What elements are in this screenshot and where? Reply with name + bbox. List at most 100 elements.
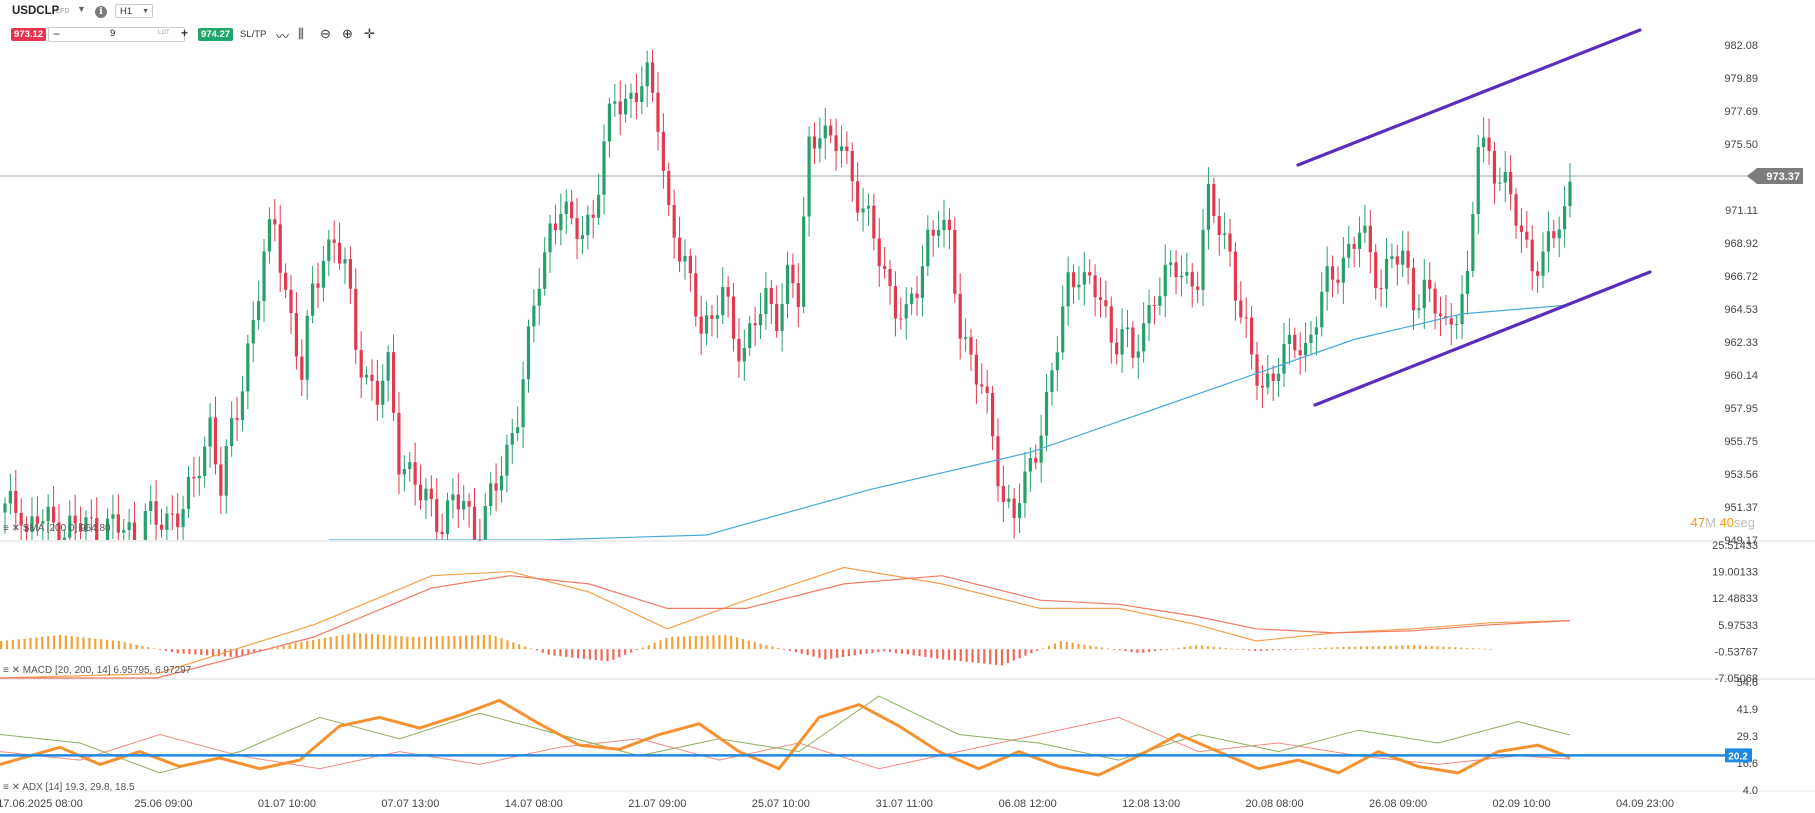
zoom-in-icon[interactable]: ⊕ <box>342 26 353 41</box>
candle-body <box>445 500 450 535</box>
volume-decrease-button[interactable]: − <box>53 27 61 41</box>
candle-body <box>1433 288 1437 314</box>
candle-body <box>850 151 854 182</box>
candle-body <box>294 313 299 357</box>
candle-body <box>413 462 417 485</box>
candle-body <box>68 515 72 538</box>
candle-body <box>499 475 504 491</box>
time-tick-label: 07.07 13:00 <box>381 798 439 810</box>
candle-body <box>1352 243 1356 249</box>
macd-histogram-bar <box>1330 647 1333 650</box>
candle-body <box>1476 147 1480 215</box>
macd-histogram-bar <box>1095 646 1098 650</box>
candle-body <box>575 218 579 240</box>
macd-histogram-bar <box>129 643 132 650</box>
macd-histogram-bar <box>1271 649 1274 651</box>
volume-field[interactable] <box>48 27 185 42</box>
sell-price-button[interactable]: 973.12 <box>11 28 47 41</box>
macd-tick-label: 25.51433 <box>1712 540 1758 552</box>
candle-body <box>677 237 682 262</box>
macd-histogram-bar <box>706 635 709 650</box>
info-icon[interactable]: i <box>95 6 107 18</box>
macd-histogram-bar <box>235 649 238 658</box>
macd-histogram-bar <box>1195 645 1198 650</box>
macd-histogram-bar <box>1371 646 1374 650</box>
sma-line <box>328 304 1571 540</box>
candle-body <box>327 239 331 261</box>
macd-histogram-bar <box>724 634 727 650</box>
macd-histogram-bar <box>1148 649 1151 652</box>
price-tick-label: 953.56 <box>1724 469 1758 481</box>
line-chart-icon[interactable]: 〰 <box>276 29 290 44</box>
macd-histogram-bar <box>765 645 768 650</box>
macd-histogram-bar <box>741 638 745 650</box>
macd-histogram-bar <box>1471 648 1475 650</box>
timeframe-select[interactable]: H1 ▼ <box>115 4 153 18</box>
macd-histogram-bar <box>206 649 209 656</box>
macd-histogram-bar <box>1312 648 1316 650</box>
candle-body <box>1120 329 1124 355</box>
macd-histogram-bar <box>153 648 156 650</box>
adx-legend[interactable]: ≡ ✕ ADX [14] 19.3, 29.8, 18.5 <box>3 782 135 793</box>
macd-histogram-bar <box>306 641 309 650</box>
candle-body <box>742 347 746 362</box>
candle-body <box>159 524 164 530</box>
macd-histogram-bar <box>58 634 62 650</box>
macd-histogram-bar <box>529 648 533 650</box>
macd-histogram-bar <box>412 636 415 650</box>
macd-histogram-bar <box>794 649 798 653</box>
candle-body <box>1266 373 1270 388</box>
candle-body <box>570 201 574 219</box>
macd-histogram-bar <box>1254 649 1257 652</box>
candle-body <box>1082 272 1086 285</box>
symbol-label[interactable]: USDCLP <box>12 5 60 17</box>
macd-histogram-bar <box>1430 646 1433 650</box>
macd-histogram-bar <box>1318 647 1321 650</box>
candle-body <box>1223 233 1227 235</box>
macd-histogram-bar <box>1465 647 1469 650</box>
macd-histogram-bar <box>288 644 291 650</box>
volume-value[interactable]: 9 <box>110 28 116 39</box>
price-tick-label: 955.75 <box>1724 436 1758 448</box>
macd-histogram-bar <box>276 647 279 650</box>
macd-histogram-bar <box>735 637 739 650</box>
buy-price-button[interactable]: 974.27 <box>198 28 234 41</box>
sltp-button[interactable]: SL/TP <box>240 29 267 40</box>
candle-body <box>1557 229 1561 239</box>
macd-histogram-bar <box>500 638 503 650</box>
candle-body <box>440 531 444 535</box>
macd-legend[interactable]: ≡ ✕ MACD [20, 200, 14] 6.95795, 6.97297 <box>3 665 192 676</box>
volume-increase-button[interactable]: + <box>181 26 189 40</box>
macd-histogram-bar <box>959 649 962 662</box>
candle-body <box>1320 291 1324 328</box>
macd-histogram-bar <box>82 637 85 650</box>
candle-body <box>267 219 272 252</box>
candle-body <box>1287 334 1291 345</box>
zoom-out-icon[interactable]: ⊖ <box>320 26 331 41</box>
macd-histogram-bar <box>830 649 833 659</box>
candle-body <box>1406 250 1410 268</box>
macd-histogram-bar <box>788 649 792 651</box>
candle-body <box>78 523 83 532</box>
sma-legend[interactable]: ≡ ✕ SMA [200 0] 964.80 <box>3 523 111 534</box>
macd-histogram-bar <box>1489 649 1492 650</box>
sma-label: SMA [200 0] 964.80 <box>22 523 111 534</box>
current-price-tag <box>1747 168 1803 185</box>
candles-icon[interactable]: ⫼ <box>298 26 304 41</box>
crosshair-icon[interactable]: ✛ <box>364 26 375 41</box>
candles-group <box>3 49 1572 541</box>
candle-body <box>661 131 665 171</box>
candle-body <box>1498 182 1502 184</box>
candle-body <box>19 512 23 526</box>
macd-histogram-bar <box>17 639 20 650</box>
candle-body <box>1395 256 1399 265</box>
macd-histogram-bar <box>635 649 639 651</box>
symbol-dropdown-icon[interactable]: ▼ <box>77 4 86 14</box>
macd-histogram-bar <box>571 649 574 658</box>
macd-histogram-bar <box>1118 649 1121 651</box>
macd-histogram-bar <box>1159 649 1163 651</box>
macd-histogram-bar <box>818 649 821 658</box>
candle-body <box>559 213 563 231</box>
candle-body <box>1428 279 1432 289</box>
